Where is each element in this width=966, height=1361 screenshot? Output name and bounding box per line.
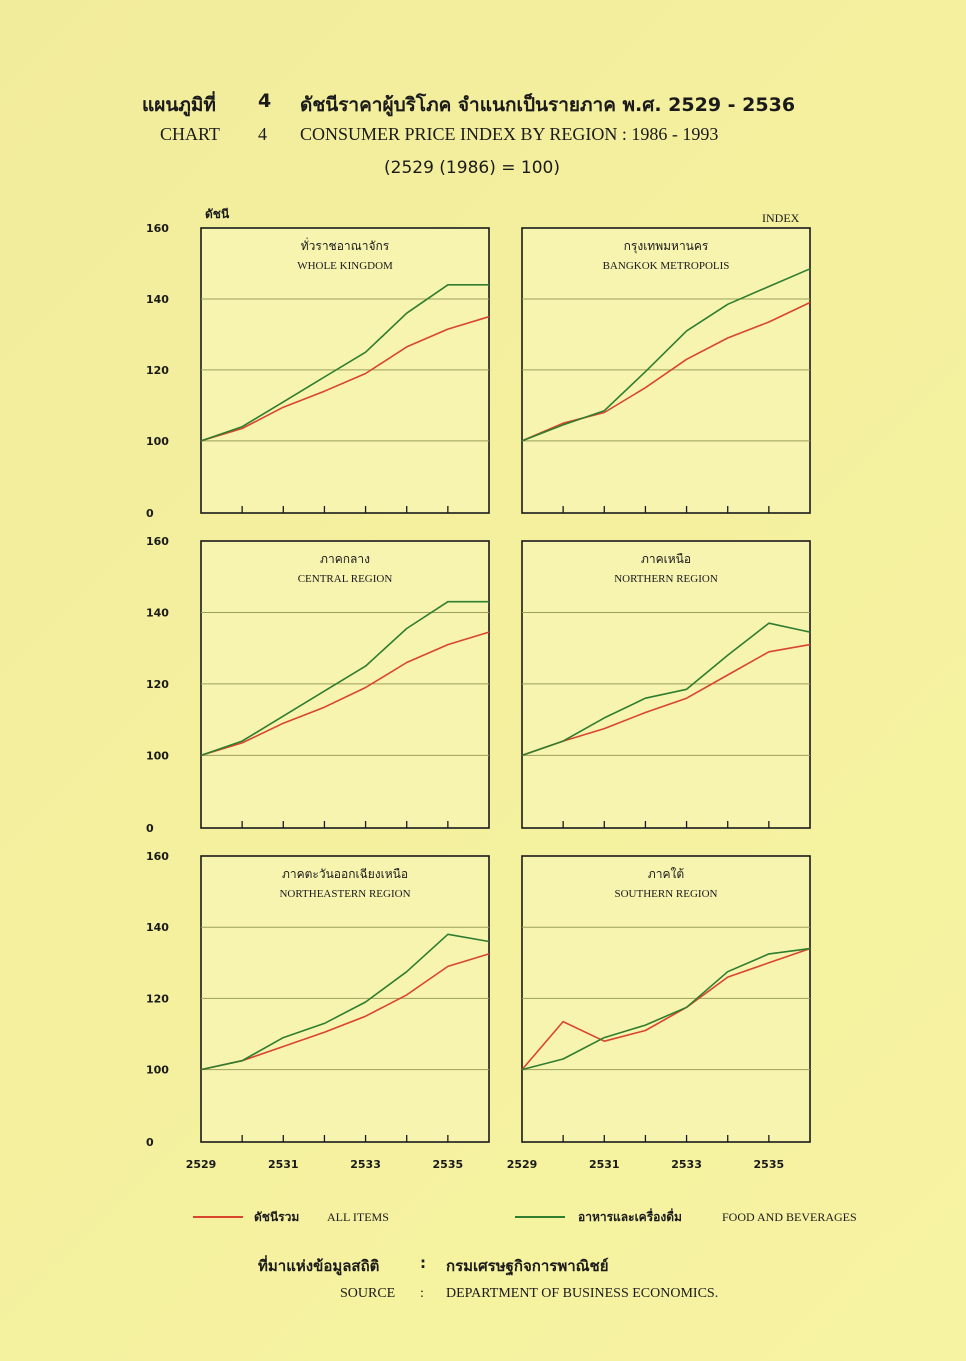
- y-tick-label: 0: [146, 507, 154, 520]
- series-line-all-items: [521, 643, 811, 757]
- series-line-food: [200, 600, 489, 757]
- panel-frame: [200, 540, 490, 829]
- y-tick-label: 160: [146, 535, 169, 548]
- legend-label-all-items-thai: ดัชนีรวม: [254, 1210, 300, 1224]
- legend-line-all-items: [193, 1216, 243, 1218]
- y-tick-label: 120: [146, 364, 169, 377]
- legend-label-food-thai: อาหารและเครื่องดื่ม: [578, 1210, 682, 1224]
- legend-line-food: [515, 1216, 565, 1218]
- y-tick-label: 120: [146, 992, 169, 1005]
- panel-title-thai: ทั่วราชอาณาจักร: [301, 237, 390, 253]
- y-tick-label: 140: [146, 921, 169, 934]
- chart-title-thai: ดัชนีราคาผู้บริโภค จำแนกเป็นรายภาค พ.ศ. …: [300, 94, 796, 116]
- x-tick-label: 2533: [671, 1158, 702, 1171]
- panel-title-english: SOUTHERN REGION: [615, 888, 718, 900]
- panel-frame: [200, 227, 490, 514]
- y-tick-label: 100: [146, 435, 169, 448]
- source-colon-thai: :: [420, 1254, 426, 1272]
- series-line-all-items: [521, 947, 811, 1071]
- chart-label-thai: แผนภูมิที่: [142, 94, 216, 116]
- source-label-english: SOURCE: [340, 1286, 396, 1301]
- x-tick-label: 2535: [754, 1158, 785, 1171]
- x-tick-label: 2529: [507, 1158, 538, 1171]
- panel-frame: [521, 540, 811, 829]
- panel-frame: [200, 855, 490, 1143]
- y-tick-label: 140: [146, 606, 169, 619]
- y-tick-label: 100: [146, 1064, 169, 1077]
- panel-title-english: NORTHEASTERN REGION: [279, 888, 410, 900]
- x-tick-label: 2535: [433, 1158, 464, 1171]
- x-tick-label: 2529: [186, 1158, 217, 1171]
- panel-frame: [521, 855, 811, 1143]
- panel-title-english: CENTRAL REGION: [298, 573, 393, 585]
- panel-title-thai: ภาคตะวันออกเฉียงเหนือ: [282, 867, 408, 881]
- series-line-all-items: [521, 301, 811, 442]
- series-line-food: [521, 947, 811, 1071]
- y-tick-label: 100: [146, 749, 169, 762]
- y-axis-label-english: INDEX: [762, 211, 800, 225]
- series-line-food: [521, 622, 811, 757]
- y-tick-label: 160: [146, 222, 169, 235]
- y-tick-label: 140: [146, 293, 169, 306]
- y-axis-label-thai: ดัชนี: [205, 207, 230, 221]
- series-line-food: [200, 283, 489, 442]
- panel-title-english: WHOLE KINGDOM: [297, 260, 393, 272]
- x-tick-label: 2531: [268, 1158, 299, 1171]
- x-tick-label: 2531: [589, 1158, 620, 1171]
- y-tick-label: 160: [146, 850, 169, 863]
- series-line-food: [200, 933, 490, 1071]
- panel-title-english: NORTHERN REGION: [614, 573, 718, 585]
- source-value-thai: กรมเศรษฐกิจการพาณิชย์: [446, 1257, 609, 1275]
- panel-title-thai: ภาคใต้: [648, 867, 684, 881]
- chart-number-thai: 4: [258, 90, 272, 112]
- legend-label-food-english: FOOD AND BEVERAGES: [722, 1210, 857, 1224]
- y-tick-label: 120: [146, 678, 169, 691]
- panel-title-thai: ภาคเหนือ: [641, 552, 691, 566]
- series-line-all-items: [200, 953, 490, 1071]
- source-colon-english: :: [420, 1286, 424, 1301]
- source-value-english: DEPARTMENT OF BUSINESS ECONOMICS.: [446, 1286, 719, 1301]
- legend-label-all-items-english: ALL ITEMS: [327, 1210, 389, 1224]
- x-tick-label: 2533: [350, 1158, 381, 1171]
- chart-label-english: CHART: [160, 124, 220, 144]
- series-line-all-items: [200, 631, 490, 757]
- panel-frame: [521, 227, 811, 514]
- panel-title-thai: ภาคกลาง: [320, 552, 370, 566]
- chart-number-english: 4: [258, 124, 267, 144]
- source-label-thai: ที่มาแห่งข้อมูลสถิติ: [258, 1257, 380, 1275]
- series-line-all-items: [200, 315, 490, 442]
- series-line-food: [521, 268, 811, 442]
- base-year-note: (2529 (1986) = 100): [384, 158, 560, 178]
- panel-title-thai: กรุงเทพมหานคร: [624, 239, 709, 254]
- chart-title-english: CONSUMER PRICE INDEX BY REGION : 1986 - …: [300, 124, 719, 144]
- y-tick-label: 0: [146, 822, 154, 835]
- panel-title-english: BANGKOK METROPOLIS: [603, 260, 730, 272]
- y-tick-label: 0: [146, 1136, 154, 1149]
